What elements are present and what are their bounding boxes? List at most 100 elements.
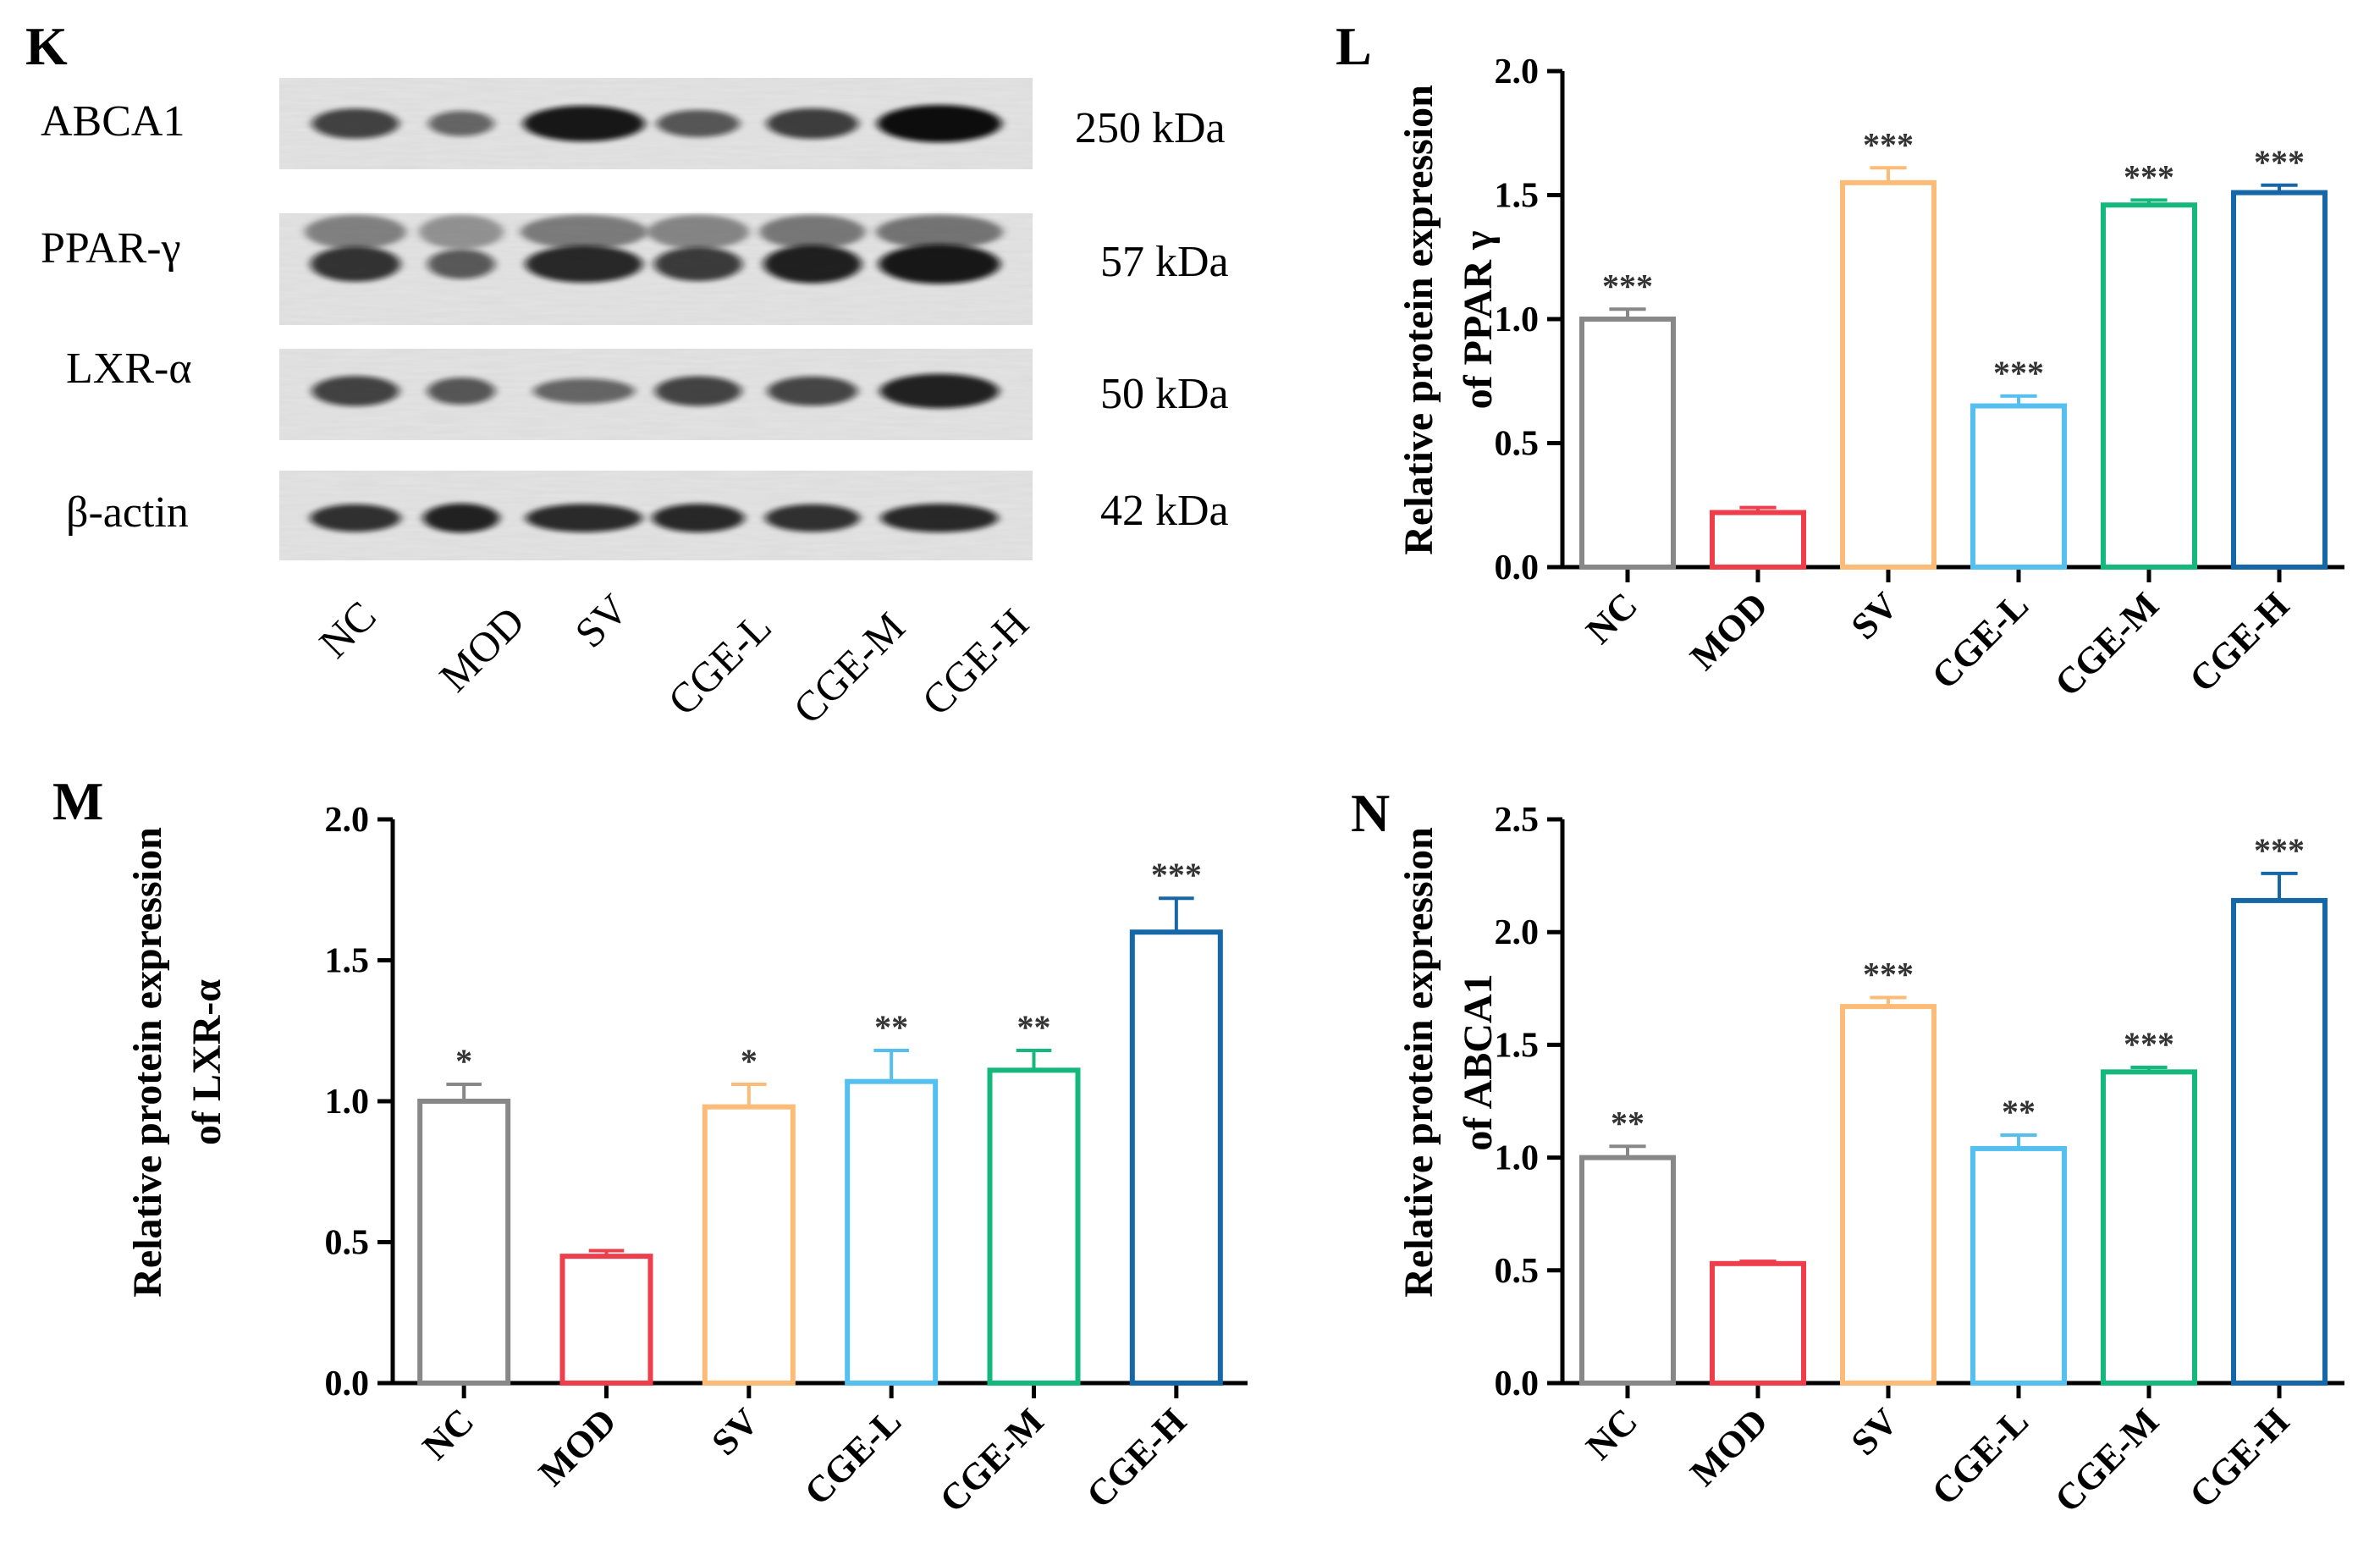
chart-l-ytick-label-0: 0.0 [1495, 548, 1540, 587]
chart-n-significance-sv: *** [1863, 955, 1914, 993]
chart-n-ylabel-line1: Relative protein expression [1397, 827, 1441, 1298]
chart-n-significance-cge-m: *** [2124, 1025, 2174, 1063]
chart-m-bar-cge-l [845, 1078, 939, 1386]
chart-l: Relative protein expression of PPAR γ 0.… [1397, 52, 2344, 704]
chart-n-ytick-label-4: 2.0 [1495, 913, 1540, 952]
chart-m-xtick-label-nc: NC [415, 1400, 482, 1468]
chart-m-xtick-label-mod: MOD [531, 1400, 625, 1494]
wb-band-abca1-cge-l [657, 109, 740, 138]
chart-n: Relative protein expression of ABCA1 0.0… [1397, 801, 2344, 1520]
chart-n-significance-cge-h: *** [2254, 831, 2305, 869]
wb-band-upper-ppar-cge-m [759, 215, 866, 249]
wb-lane-label-sv: SV [565, 585, 637, 657]
wb-band-lxr-cge-l [654, 376, 742, 406]
western-blot: ABCA1 PPAR-γ LXR-α β-actin 250 kDa 57 kD… [41, 78, 1229, 733]
chart-l-xtick-label-cge-m: CGE-M [2047, 584, 2167, 704]
chart-m-ytick-label-3: 1.5 [325, 942, 370, 981]
panel-letter-l: L [1336, 16, 1372, 76]
chart-m-xtick-label-cge-h: CGE-H [1078, 1400, 1194, 1516]
chart-m-ytick-label-0: 0.0 [325, 1364, 370, 1403]
wb-band-lxr-mod [427, 377, 495, 405]
chart-l-bar-cge-m [2101, 202, 2197, 570]
chart-n-ytick-label-0: 0.0 [1495, 1364, 1540, 1403]
chart-n-xtick-label-cge-h: CGE-H [2181, 1400, 2297, 1516]
wb-band-b-actin-mod [422, 503, 500, 533]
wb-lane-label-nc: NC [310, 592, 385, 667]
chart-m-ylabel-line2: of LXR-α [185, 979, 229, 1145]
chart-n-ytick-label-1: 0.5 [1495, 1252, 1540, 1291]
wb-band-upper-ppar-cge-l [647, 215, 749, 249]
wb-band-abca1-nc [311, 108, 399, 139]
chart-l-significance-cge-l: *** [1993, 354, 2044, 392]
panel-letter-k: K [25, 16, 68, 76]
wb-size-label-bactin: 42 kDa [1100, 487, 1229, 535]
chart-m-xtick-label-sv: SV [703, 1400, 767, 1464]
wb-lane-label-cgeh: CGE-H [912, 599, 1038, 725]
chart-m-ytick-label-4: 2.0 [325, 801, 370, 840]
wb-band-abca1-mod [428, 111, 494, 136]
chart-m-bar-mod [559, 1254, 653, 1386]
chart-l-significance-sv: *** [1863, 125, 1914, 163]
chart-l-ytick-label-2: 1.0 [1495, 300, 1540, 339]
chart-l-ytick-label-1: 0.5 [1495, 425, 1540, 464]
chart-l-xtick-label-nc: NC [1578, 584, 1645, 652]
chart-n-bar-cge-h [2231, 897, 2328, 1386]
chart-n-ytick-label-3: 1.5 [1495, 1026, 1540, 1065]
chart-n-xtick-label-cge-m: CGE-M [2047, 1400, 2167, 1520]
wb-band-abca1-sv [523, 105, 645, 142]
wb-protein-label-ppar: PPAR-γ [41, 224, 181, 273]
wb-band-upper-ppar-sv [521, 215, 647, 249]
chart-m-significance-cge-l: ** [874, 1008, 908, 1046]
chart-m-bar-nc [417, 1099, 511, 1386]
chart-l-bar-cge-h [2231, 190, 2328, 570]
chart-n-bar-sv [1840, 1004, 1937, 1386]
wb-band-abca1-cge-m [766, 107, 859, 140]
chart-l-ylabel-line1: Relative protein expression [1397, 85, 1441, 555]
chart-l-bar-sv [1840, 179, 1937, 570]
panel-letter-m: M [52, 771, 103, 831]
wb-band-upper-ppar-mod [419, 215, 504, 249]
wb-protein-label-lxr: LXR-α [66, 345, 192, 393]
wb-band-b-actin-sv [526, 504, 642, 532]
chart-l-significance-cge-h: *** [2254, 143, 2305, 181]
chart-m-bar-cge-m [987, 1067, 1081, 1386]
wb-band-ppar-sv [525, 245, 643, 283]
wb-lane-label-mod: MOD [430, 598, 533, 701]
chart-l-ylabel-line2: of PPAR γ [1456, 231, 1501, 410]
chart-l-bar-cge-l [1970, 403, 2067, 570]
wb-band-b-actin-cge-h [880, 504, 999, 532]
chart-l-bar-mod [1710, 510, 1806, 570]
chart-l-significance-nc: *** [1602, 267, 1653, 305]
wb-band-ppar-cge-h [879, 244, 1000, 284]
wb-band-upper-ppar-nc [305, 215, 406, 249]
chart-m-ylabel-line1: Relative protein expression [125, 827, 170, 1298]
wb-band-lxr-cge-h [879, 373, 1000, 409]
chart-n-bar-cge-m [2101, 1069, 2197, 1386]
wb-band-ppar-nc [310, 246, 401, 282]
chart-n-ylabel-line2: of ABCA1 [1456, 973, 1501, 1150]
chart-m-bar-sv [702, 1104, 796, 1386]
chart-m-xtick-label-cge-l: CGE-L [796, 1400, 909, 1513]
chart-m-ytick-label-2: 1.0 [325, 1083, 370, 1122]
chart-m-ytick-label-1: 0.5 [325, 1224, 370, 1263]
chart-l-xtick-label-sv: SV [1843, 584, 1907, 648]
chart-m-significance-nc: * [455, 1042, 472, 1080]
chart-m-significance-sv: * [741, 1042, 758, 1080]
wb-band-lxr-sv [533, 378, 635, 404]
wb-band-upper-ppar-cge-h [876, 215, 1003, 249]
wb-lane-label-cgel: CGE-L [658, 603, 780, 725]
chart-n-xtick-label-nc: NC [1578, 1400, 1645, 1468]
panel-letter-n: N [1351, 783, 1390, 843]
chart-n-bar-nc [1579, 1155, 1676, 1386]
chart-m-significance-cge-m: ** [1017, 1008, 1051, 1046]
chart-n-bar-mod [1710, 1260, 1806, 1386]
wb-band-abca1-cge-h [877, 105, 1002, 142]
chart-n-significance-nc: ** [1611, 1104, 1645, 1142]
wb-protein-label-bactin: β-actin [66, 488, 189, 537]
chart-n-bar-cge-l [1970, 1145, 2067, 1386]
chart-l-ytick-label-3: 1.5 [1495, 177, 1540, 216]
chart-n-xtick-label-mod: MOD [1682, 1400, 1776, 1494]
wb-band-b-actin-nc [310, 504, 401, 532]
